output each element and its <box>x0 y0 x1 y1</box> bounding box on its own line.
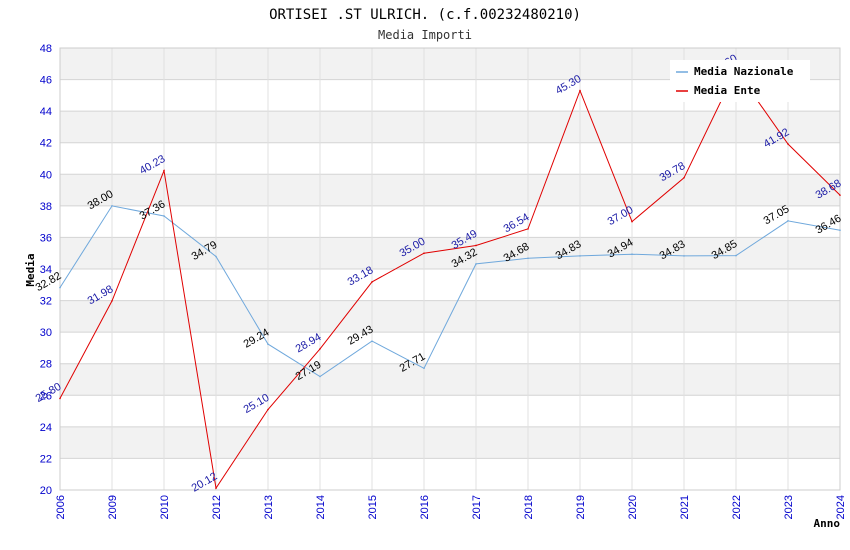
data-point <box>839 229 841 231</box>
x-tick-label: 2023 <box>783 495 795 519</box>
y-tick-label: 44 <box>40 106 52 118</box>
data-point <box>787 220 789 222</box>
data-point <box>579 89 581 92</box>
data-point <box>267 343 269 345</box>
data-point <box>423 367 425 370</box>
y-tick-label: 38 <box>40 201 52 213</box>
y-tick-label: 22 <box>40 453 52 465</box>
data-point <box>319 348 321 350</box>
x-tick-label: 2022 <box>731 495 743 519</box>
data-point <box>527 257 529 260</box>
data-point <box>527 228 529 230</box>
data-point <box>839 194 841 196</box>
y-tick-label: 46 <box>40 75 52 87</box>
data-point <box>111 205 113 207</box>
x-tick-label: 2017 <box>471 495 483 519</box>
x-tick-label: 2021 <box>679 495 691 519</box>
y-tick-label: 32 <box>40 296 52 308</box>
y-tick-label: 36 <box>40 232 52 244</box>
data-point <box>579 255 581 257</box>
chart-subtitle: Media Importi <box>378 28 472 42</box>
legend: Media Nazionale Media Ente <box>670 60 810 102</box>
y-tick-label: 40 <box>40 169 52 181</box>
grid-band <box>60 174 840 206</box>
grid-band <box>60 363 840 396</box>
y-tick-label: 20 <box>40 485 52 497</box>
data-point <box>163 169 165 172</box>
legend-label-ente: Media Ente <box>694 84 761 97</box>
y-tick-label: 26 <box>40 390 52 402</box>
y-tick-label: 48 <box>40 43 52 55</box>
x-axis-ticks: 2006 2009 2010 2012 2013 2014 2015 2016 2017 2018… <box>55 495 847 519</box>
data-point <box>423 252 425 255</box>
y-tick-label: 28 <box>40 359 52 371</box>
x-tick-label: 2015 <box>367 495 379 519</box>
x-tick-label: 2010 <box>159 495 171 519</box>
chart-title: ORTISEI .ST ULRICH. (c.f.00232480210) <box>269 7 581 23</box>
data-point <box>319 375 321 378</box>
data-point <box>267 408 269 411</box>
data-point <box>735 254 737 257</box>
series-line-ente <box>59 69 841 490</box>
grid-lines <box>59 47 841 491</box>
data-point <box>475 263 477 265</box>
data-point <box>215 255 217 258</box>
y-tick-label: 34 <box>40 264 52 276</box>
data-label: 36.54 <box>502 211 532 235</box>
y-axis-label: Media <box>24 253 37 286</box>
plot-frame <box>59 47 841 491</box>
data-point <box>631 253 633 255</box>
data-point <box>59 286 61 289</box>
series-line-nazionale <box>59 205 841 378</box>
grid-bands <box>60 48 840 459</box>
data-point <box>683 176 685 179</box>
data-label: 20.12 <box>190 470 220 494</box>
data-label: 28.94 <box>294 331 324 355</box>
x-tick-label: 2012 <box>211 495 223 519</box>
data-point <box>163 215 165 217</box>
data-point <box>631 220 633 223</box>
x-tick-label: 2020 <box>627 495 639 519</box>
data-point <box>215 487 217 489</box>
x-tick-label: 2019 <box>575 495 587 519</box>
y-axis-ticks: 20 22 24 26 28 30 32 34 36 38 40 42 44 46 48 <box>40 43 52 497</box>
data-label: 37.00 <box>606 204 636 228</box>
data-point <box>475 244 477 247</box>
y-tick-label: 30 <box>40 327 52 339</box>
x-axis-label: Anno <box>814 517 841 530</box>
y-tick-label: 24 <box>40 422 52 434</box>
x-tick-label: 2024 <box>835 495 847 519</box>
x-tick-label: 2016 <box>419 495 431 519</box>
data-point <box>787 143 789 145</box>
x-tick-label: 2009 <box>107 495 119 519</box>
data-label: 37.05 <box>762 203 792 227</box>
data-label: 36.46 <box>814 212 844 236</box>
grid-band <box>60 237 840 269</box>
x-tick-label: 2013 <box>263 495 275 519</box>
grid-band <box>60 111 840 143</box>
data-point <box>683 255 685 257</box>
data-point <box>371 340 373 342</box>
x-tick-label: 2018 <box>523 495 535 519</box>
data-point <box>371 281 373 283</box>
y-tick-label: 42 <box>40 138 52 150</box>
data-point <box>111 300 113 302</box>
legend-box <box>670 60 810 102</box>
x-tick-label: 2014 <box>315 495 327 519</box>
grid-band <box>60 426 840 459</box>
data-point <box>59 397 61 400</box>
x-tick-label: 2006 <box>55 495 67 519</box>
legend-label-nazionale: Media Nazionale <box>694 65 794 78</box>
